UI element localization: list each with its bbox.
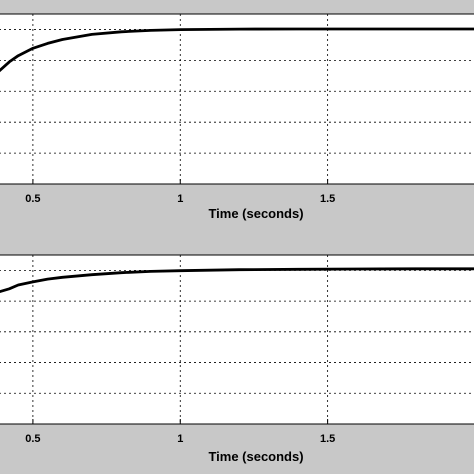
- x-axis-title-top: Time (seconds): [208, 206, 303, 221]
- series-line-top: [0, 27, 474, 73]
- x-tick-label-top-2: 1.5: [320, 193, 335, 205]
- series-line-bottom: [0, 267, 474, 294]
- x-tick-label-top-1: 1: [177, 193, 183, 205]
- subplot-top: 0.5 1 1.5 Time (seconds): [0, 13, 474, 221]
- subplot-bottom: 0.5 1 1.5 Time (seconds): [0, 254, 474, 464]
- x-tick-label-bottom-1: 1: [177, 433, 183, 445]
- ticks-top: 0.5 1 1.5: [25, 179, 335, 205]
- x-axis-title-bottom: Time (seconds): [208, 449, 303, 464]
- plot-area-bottom: [0, 254, 474, 425]
- x-tick-label-bottom-2: 1.5: [320, 433, 335, 445]
- x-tick-label-bottom-0: 0.5: [25, 433, 40, 445]
- ticks-bottom: 0.5 1 1.5: [25, 419, 335, 445]
- x-tick-label-top-0: 0.5: [25, 193, 40, 205]
- plot-area-top: [0, 13, 474, 185]
- grid-bottom: [0, 255, 474, 424]
